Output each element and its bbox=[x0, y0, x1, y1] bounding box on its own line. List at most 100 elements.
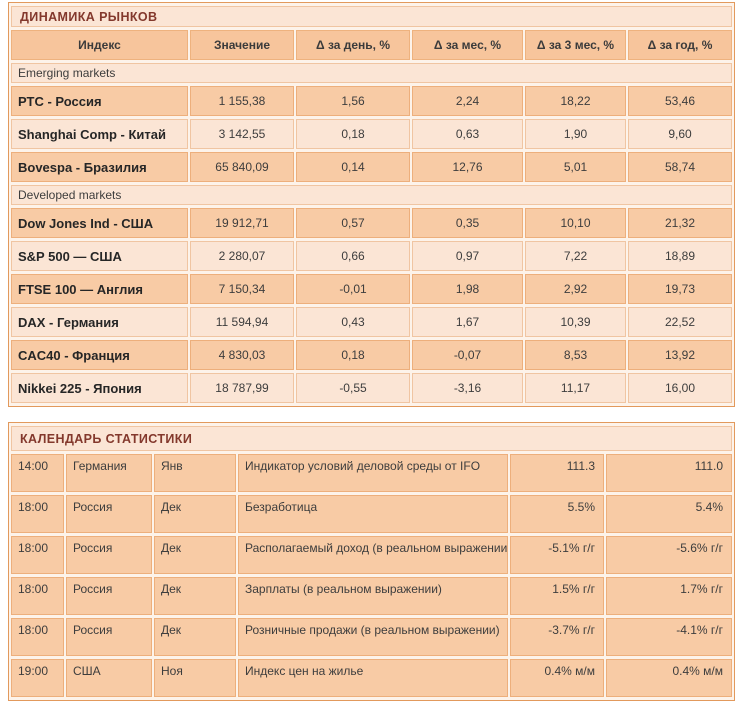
market-row-cac40: CAC40 - Франция 4 830,03 0,18 -0,07 8,53… bbox=[11, 340, 732, 370]
section-label: Developed markets bbox=[11, 185, 732, 205]
index-value: 18 787,99 bbox=[190, 373, 294, 403]
calendar-row: 19:00 США Ноя Индекс цен на жилье 0.4% м… bbox=[11, 659, 732, 697]
index-value: 11 594,94 bbox=[190, 307, 294, 337]
event-country: США bbox=[66, 659, 152, 697]
index-value: 19 912,71 bbox=[190, 208, 294, 238]
event-country: Россия bbox=[66, 536, 152, 574]
delta-year: 13,92 bbox=[628, 340, 732, 370]
calendar-row: 18:00 Россия Дек Безработица 5.5% 5.4% bbox=[11, 495, 732, 533]
market-row-sp500: S&P 500 — США 2 280,07 0,66 0,97 7,22 18… bbox=[11, 241, 732, 271]
event-month: Дек bbox=[154, 618, 236, 656]
delta-day: 0,66 bbox=[296, 241, 410, 271]
index-name: DAX - Германия bbox=[11, 307, 188, 337]
delta-year: 21,32 bbox=[628, 208, 732, 238]
event-value-2: 5.4% bbox=[606, 495, 732, 533]
column-header-value: Значение bbox=[190, 30, 294, 60]
delta-day: 1,56 bbox=[296, 86, 410, 116]
delta-3month: 1,90 bbox=[525, 119, 626, 149]
column-header-3month: Δ за 3 мес, % bbox=[525, 30, 626, 60]
delta-3month: 10,10 bbox=[525, 208, 626, 238]
delta-month: 1,98 bbox=[412, 274, 523, 304]
delta-month: 0,63 bbox=[412, 119, 523, 149]
delta-month: -0,07 bbox=[412, 340, 523, 370]
calendar-row: 14:00 Германия Янв Индикатор условий дел… bbox=[11, 454, 732, 492]
delta-year: 18,89 bbox=[628, 241, 732, 271]
event-indicator: Индекс цен на жилье bbox=[238, 659, 508, 697]
delta-3month: 8,53 bbox=[525, 340, 626, 370]
delta-month: 0,97 bbox=[412, 241, 523, 271]
delta-day: 0,43 bbox=[296, 307, 410, 337]
column-header-index: Индекс bbox=[11, 30, 188, 60]
delta-day: 0,57 bbox=[296, 208, 410, 238]
event-value-1: 1.5% г/г bbox=[510, 577, 604, 615]
calendar-title-row: КАЛЕНДАРЬ СТАТИСТИКИ bbox=[11, 426, 732, 451]
delta-year: 16,00 bbox=[628, 373, 732, 403]
event-time: 18:00 bbox=[11, 495, 64, 533]
index-value: 1 155,38 bbox=[190, 86, 294, 116]
event-country: Германия bbox=[66, 454, 152, 492]
event-time: 18:00 bbox=[11, 577, 64, 615]
section-row-emerging: Emerging markets bbox=[11, 63, 732, 83]
event-value-2: -5.6% г/г bbox=[606, 536, 732, 574]
event-country: Россия bbox=[66, 577, 152, 615]
market-row-nikkei: Nikkei 225 - Япония 18 787,99 -0,55 -3,1… bbox=[11, 373, 732, 403]
delta-day: 0,14 bbox=[296, 152, 410, 182]
index-value: 7 150,34 bbox=[190, 274, 294, 304]
index-value: 65 840,09 bbox=[190, 152, 294, 182]
event-indicator: Располагаемый доход (в реальном выражени… bbox=[238, 536, 508, 574]
delta-day: -0,01 bbox=[296, 274, 410, 304]
index-value: 4 830,03 bbox=[190, 340, 294, 370]
index-name: Dow Jones Ind - США bbox=[11, 208, 188, 238]
calendar-table: КАЛЕНДАРЬ СТАТИСТИКИ 14:00 Германия Янв … bbox=[8, 422, 735, 701]
column-header-month: Δ за мес, % bbox=[412, 30, 523, 60]
event-country: Россия bbox=[66, 618, 152, 656]
delta-month: -3,16 bbox=[412, 373, 523, 403]
delta-year: 53,46 bbox=[628, 86, 732, 116]
delta-year: 22,52 bbox=[628, 307, 732, 337]
delta-3month: 11,17 bbox=[525, 373, 626, 403]
market-row-bovespa: Bovespa - Бразилия 65 840,09 0,14 12,76 … bbox=[11, 152, 732, 182]
event-value-1: 111.3 bbox=[510, 454, 604, 492]
event-country: Россия bbox=[66, 495, 152, 533]
index-name: РТС - Россия bbox=[11, 86, 188, 116]
event-value-2: 111.0 bbox=[606, 454, 732, 492]
event-month: Янв bbox=[154, 454, 236, 492]
index-name: CAC40 - Франция bbox=[11, 340, 188, 370]
delta-year: 58,74 bbox=[628, 152, 732, 182]
market-row-ftse: FTSE 100 — Англия 7 150,34 -0,01 1,98 2,… bbox=[11, 274, 732, 304]
event-time: 19:00 bbox=[11, 659, 64, 697]
index-value: 3 142,55 bbox=[190, 119, 294, 149]
section-label: Emerging markets bbox=[11, 63, 732, 83]
delta-month: 2,24 bbox=[412, 86, 523, 116]
index-name: FTSE 100 — Англия bbox=[11, 274, 188, 304]
event-month: Дек bbox=[154, 536, 236, 574]
market-row-dax: DAX - Германия 11 594,94 0,43 1,67 10,39… bbox=[11, 307, 732, 337]
delta-month: 0,35 bbox=[412, 208, 523, 238]
event-indicator: Безработица bbox=[238, 495, 508, 533]
event-value-1: 5.5% bbox=[510, 495, 604, 533]
markets-table: ДИНАМИКА РЫНКОВ Индекс Значение Δ за ден… bbox=[8, 2, 735, 407]
market-row-rts: РТС - Россия 1 155,38 1,56 2,24 18,22 53… bbox=[11, 86, 732, 116]
delta-year: 19,73 bbox=[628, 274, 732, 304]
event-indicator: Розничные продажи (в реальном выражении) bbox=[238, 618, 508, 656]
event-indicator: Индикатор условий деловой среды от IFO bbox=[238, 454, 508, 492]
delta-year: 9,60 bbox=[628, 119, 732, 149]
section-row-developed: Developed markets bbox=[11, 185, 732, 205]
column-header-year: Δ за год, % bbox=[628, 30, 732, 60]
event-indicator: Зарплаты (в реальном выражении) bbox=[238, 577, 508, 615]
delta-day: 0,18 bbox=[296, 340, 410, 370]
index-name: Shanghai Comp - Китай bbox=[11, 119, 188, 149]
markets-header-row: Индекс Значение Δ за день, % Δ за мес, %… bbox=[11, 30, 732, 60]
calendar-title: КАЛЕНДАРЬ СТАТИСТИКИ bbox=[11, 426, 732, 451]
delta-3month: 18,22 bbox=[525, 86, 626, 116]
calendar-row: 18:00 Россия Дек Зарплаты (в реальном вы… bbox=[11, 577, 732, 615]
delta-3month: 7,22 bbox=[525, 241, 626, 271]
event-month: Дек bbox=[154, 577, 236, 615]
delta-month: 1,67 bbox=[412, 307, 523, 337]
event-month: Ноя bbox=[154, 659, 236, 697]
delta-day: 0,18 bbox=[296, 119, 410, 149]
calendar-row: 18:00 Россия Дек Розничные продажи (в ре… bbox=[11, 618, 732, 656]
event-time: 14:00 bbox=[11, 454, 64, 492]
delta-month: 12,76 bbox=[412, 152, 523, 182]
